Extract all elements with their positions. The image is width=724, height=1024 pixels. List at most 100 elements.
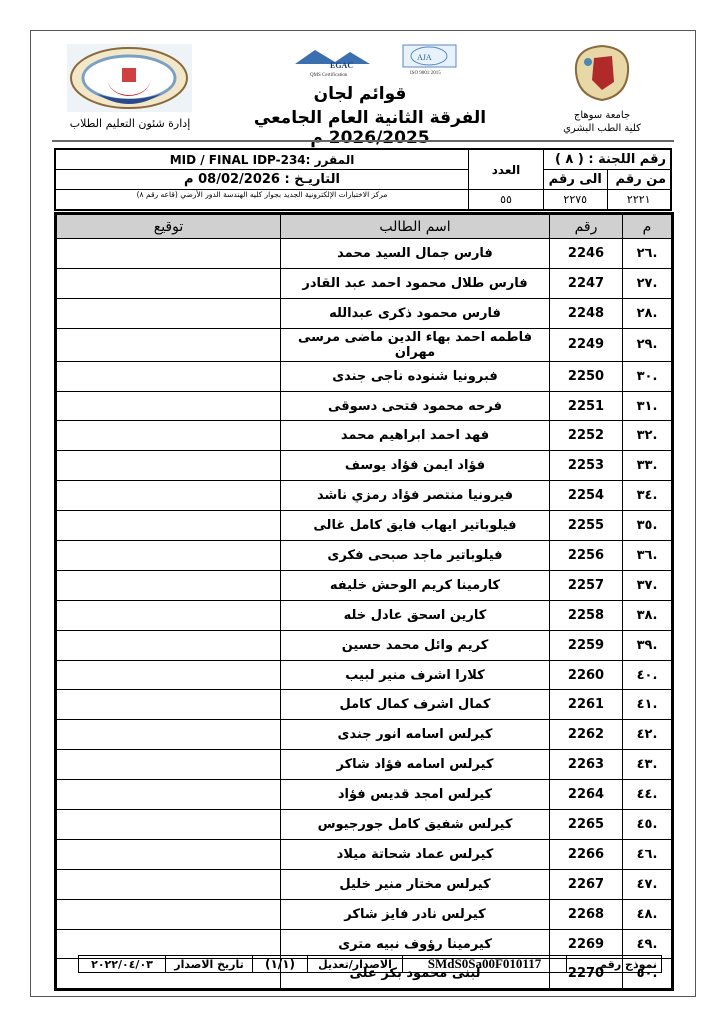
form-code: SMdS0Sa00F010117 (402, 955, 567, 973)
header-name: اسم الطالب (280, 213, 550, 239)
row-index: .٤٦ (622, 838, 673, 870)
table-row: .٣٣ 2253 فؤاد ايمن فؤاد يوسف (55, 450, 673, 482)
row-index: .٢٧ (622, 267, 673, 299)
table-row: .٣١ 2251 فرحه محمود فتحى دسوقى (55, 390, 673, 422)
student-id: 2247 (549, 267, 623, 299)
signature-cell[interactable] (55, 450, 281, 482)
student-name: فيرونيا منتصر فؤاد رمزي ناشد (280, 480, 550, 512)
student-name: كارمينا كريم الوحش خليفه (280, 569, 550, 601)
table-row: .٤٧ 2267 كيرلس مختار منير خليل (55, 868, 673, 900)
header-divider (52, 140, 674, 142)
student-id: 2257 (549, 569, 623, 601)
row-index: .٣٠ (622, 360, 673, 392)
signature-cell[interactable] (55, 689, 281, 721)
signature-cell[interactable] (55, 540, 281, 571)
header-index: م (622, 213, 673, 239)
student-name: كيرلس نادر فايز شاكر (280, 898, 550, 930)
row-index: .٤٨ (622, 898, 673, 930)
row-index: .٣٦ (622, 540, 673, 571)
signature-cell[interactable] (55, 510, 281, 542)
table-row: .٤٣ 2263 كيرلس اسامه فؤاد شاكر (55, 749, 673, 781)
student-id: 2252 (549, 420, 623, 452)
student-name: كيرلس عماد شحاتة ميلاد (280, 838, 550, 870)
university-name: جامعة سوهاج (573, 110, 631, 121)
svg-text:ISO 9001:2015: ISO 9001:2015 (410, 71, 441, 76)
table-row: .٢٩ 2249 فاطمه احمد بهاء الدين ماضى مرسى م… (55, 327, 673, 362)
signature-cell[interactable] (55, 629, 281, 661)
table-row: .٤٠ 2260 كلارا اشرف منير لبيب (55, 659, 673, 691)
signature-cell[interactable] (55, 838, 281, 870)
signature-cell[interactable] (55, 928, 281, 960)
table-row: .٣٤ 2254 فيرونيا منتصر فؤاد رمزي ناشد (55, 480, 673, 512)
signature-cell[interactable] (55, 297, 281, 329)
student-name: كيرلس شفيق كامل جورجيوس (280, 809, 550, 840)
row-index: .٣٢ (622, 420, 673, 452)
student-name: فهد احمد ابراهيم محمد (280, 420, 550, 452)
student-name: فؤاد ايمن فؤاد يوسف (280, 450, 550, 482)
sohag-university-logo (572, 44, 632, 102)
page-border (30, 30, 696, 997)
course: المقرر :MID / FINAL IDP-234 (169, 152, 355, 167)
student-id: 2251 (549, 390, 623, 422)
table-row: .٣٢ 2252 فهد احمد ابراهيم محمد (55, 420, 673, 452)
table-row: .٣٠ 2250 فبرونيا شنوده ناجى جندى (55, 360, 673, 392)
signature-cell[interactable] (55, 719, 281, 751)
row-index: .٢٨ (622, 297, 673, 329)
row-index: .٤١ (622, 689, 673, 721)
page-title: قوائم لجان (313, 84, 407, 104)
student-id: 2259 (549, 629, 623, 661)
table-row: .٤٨ 2268 كيرلس نادر فايز شاكر (55, 898, 673, 930)
row-index: .٤٣ (622, 749, 673, 781)
signature-cell[interactable] (55, 267, 281, 299)
student-id: 2249 (549, 327, 623, 362)
row-index: .٣٤ (622, 480, 673, 512)
signature-cell[interactable] (55, 360, 281, 392)
row-index: .٣١ (622, 390, 673, 422)
signature-cell[interactable] (55, 898, 281, 930)
student-name: كمال اشرف كمال كامل (280, 689, 550, 721)
signature-cell[interactable] (55, 779, 281, 811)
signature-cell[interactable] (55, 659, 281, 691)
student-name: كارين اسحق عادل خله (280, 599, 550, 631)
row-index: .٢٦ (622, 238, 673, 269)
student-id: 2260 (549, 659, 623, 691)
exam-date: التاريـخ : 08/02/2026 م (54, 169, 469, 190)
student-id: 2254 (549, 480, 623, 512)
student-id: 2266 (549, 838, 623, 870)
committee-info-table: رقم اللجنة : ( ٨ ) العدد المقرر :MID / F… (54, 148, 672, 211)
signature-cell[interactable] (55, 238, 281, 269)
signature-cell[interactable] (55, 569, 281, 601)
student-name: فارس طلال محمود احمد عبد القادر (280, 267, 550, 299)
row-index: .٤٤ (622, 779, 673, 811)
exam-location: مركز الاختبارات الإلكترونية الجديد بجوار… (54, 189, 469, 211)
committee-number: رقم اللجنة : ( ٨ ) (543, 148, 672, 170)
student-id: 2255 (549, 510, 623, 542)
signature-cell[interactable] (55, 420, 281, 452)
signature-cell[interactable] (55, 809, 281, 840)
student-name: كلارا اشرف منير لبيب (280, 659, 550, 691)
table-header-row: م رقم اسم الطالب توقيع (55, 213, 673, 239)
department-name: إدارة شئون التعليم الطلاب (69, 117, 191, 130)
student-name: فيلوباتير ماجد صبحى فكرى (280, 540, 550, 571)
to-value: ٢٢٧٥ (543, 189, 608, 211)
svg-text:EGAC: EGAC (330, 61, 353, 70)
table-row: .٢٨ 2248 فارس محمود ذكرى عبدالله (55, 297, 673, 329)
row-index: .٤٢ (622, 719, 673, 751)
signature-cell[interactable] (55, 749, 281, 781)
row-index: .٣٩ (622, 629, 673, 661)
page-subtitle: الفرقة الثانية العام الجامعي 2026/2025 م (253, 108, 487, 148)
signature-cell[interactable] (55, 599, 281, 631)
signature-cell[interactable] (55, 390, 281, 422)
student-name: فارس جمال السيد محمد (280, 238, 550, 269)
signature-cell[interactable] (55, 480, 281, 512)
student-id: 2253 (549, 450, 623, 482)
student-id: 2256 (549, 540, 623, 571)
table-row: .٤١ 2261 كمال اشرف كمال كامل (55, 689, 673, 721)
signature-cell[interactable] (55, 868, 281, 900)
form-label: نموذج رقم (566, 955, 662, 973)
signature-cell[interactable] (55, 327, 281, 362)
student-name: فيلوباتير ايهاب فايق كامل غالى (280, 510, 550, 542)
table-row: .٣٧ 2257 كارمينا كريم الوحش خليفه (55, 569, 673, 601)
student-id: 2262 (549, 719, 623, 751)
count-label: العدد (468, 148, 544, 190)
